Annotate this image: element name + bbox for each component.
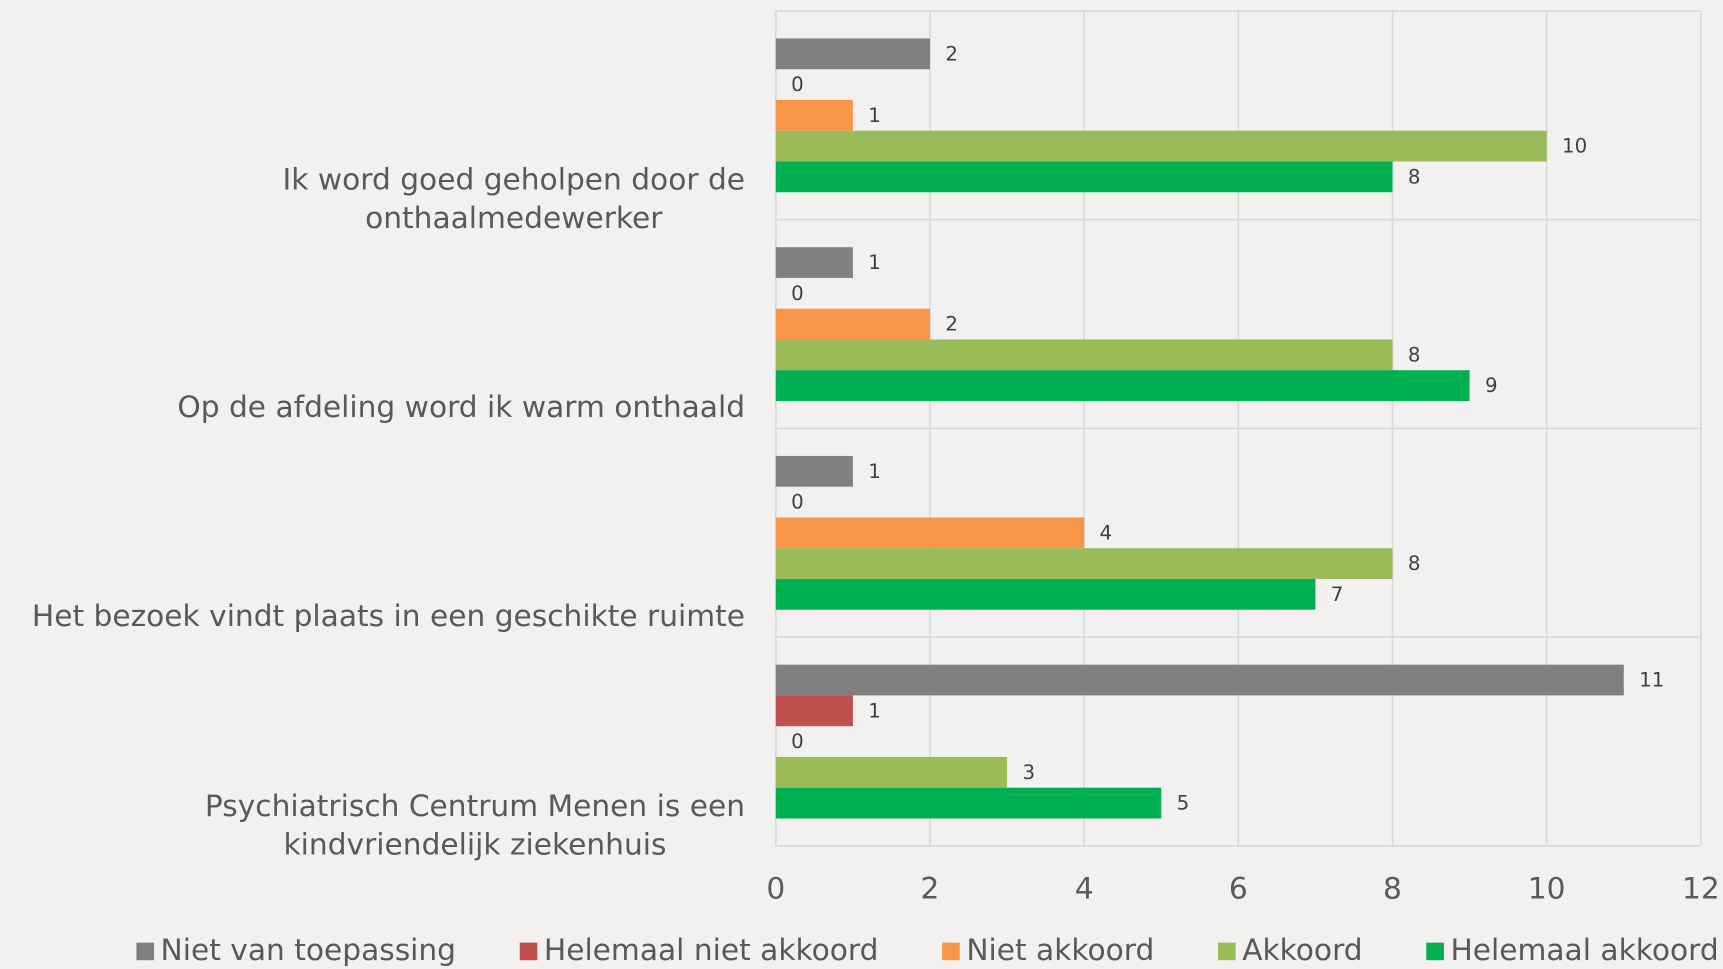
legend-swatch [942,942,960,961]
bar [775,339,1393,371]
data-label: 8 [1408,552,1421,575]
bar [775,548,1393,579]
data-label: 1 [868,251,881,274]
data-label: 0 [791,73,804,96]
data-label: 8 [1408,343,1421,366]
bar [775,38,930,70]
category-label: Psychiatrisch Centrum Menen is een kindvr… [205,787,745,860]
bar [775,517,1085,549]
legend-swatch [136,942,154,961]
data-label: 0 [791,282,804,305]
x-tick-label: 4 [1075,870,1094,905]
data-label: 1 [868,104,881,127]
data-label: 1 [868,460,881,483]
legend-swatch [519,942,538,961]
data-label: 0 [791,730,804,753]
bar [775,161,1393,193]
legend-swatch [1218,942,1236,961]
data-label: 10 [1562,135,1587,158]
data-label: 1 [868,699,881,722]
data-label: 9 [1485,374,1498,397]
bar [775,99,853,131]
legend-swatch [1426,942,1444,961]
x-tick-label: 12 [1682,870,1720,905]
category-label: Op de afdeling word ik warm onthaald [177,389,745,424]
data-label: 5 [1177,792,1190,815]
bar [775,308,930,340]
data-label: 8 [1408,165,1421,188]
data-label: 0 [791,491,804,514]
bar [775,756,1008,788]
x-tick-label: 2 [921,870,940,905]
data-label: 3 [1022,761,1035,784]
data-label: 11 [1639,669,1664,692]
category-label: Ik word goed geholpen door de onthaalmede… [283,161,745,234]
bar [775,787,1162,819]
legend-label: Helemaal akkoord [1450,932,1718,967]
x-tick-label: 8 [1383,870,1402,905]
legend-label: Niet van toepassing [161,932,456,967]
bar [775,370,1470,402]
legend-label: Helemaal niet akkoord [544,932,879,967]
bar [775,247,853,278]
bar [775,130,1547,162]
bar [775,578,1316,610]
legend-label: Akkoord [1242,932,1362,967]
data-label: 7 [1331,583,1344,606]
bar [775,695,853,727]
x-tick-label: 10 [1528,870,1566,905]
bar [775,455,853,487]
category-label: Het bezoek vindt plaats in een geschikte… [32,598,745,633]
legend-label: Niet akkoord [966,932,1154,967]
x-tick-label: 0 [766,870,785,905]
data-label: 2 [945,313,958,336]
data-label: 4 [1100,521,1113,544]
bar [775,664,1624,696]
x-tick-label: 6 [1229,870,1248,905]
data-label: 2 [945,42,958,65]
